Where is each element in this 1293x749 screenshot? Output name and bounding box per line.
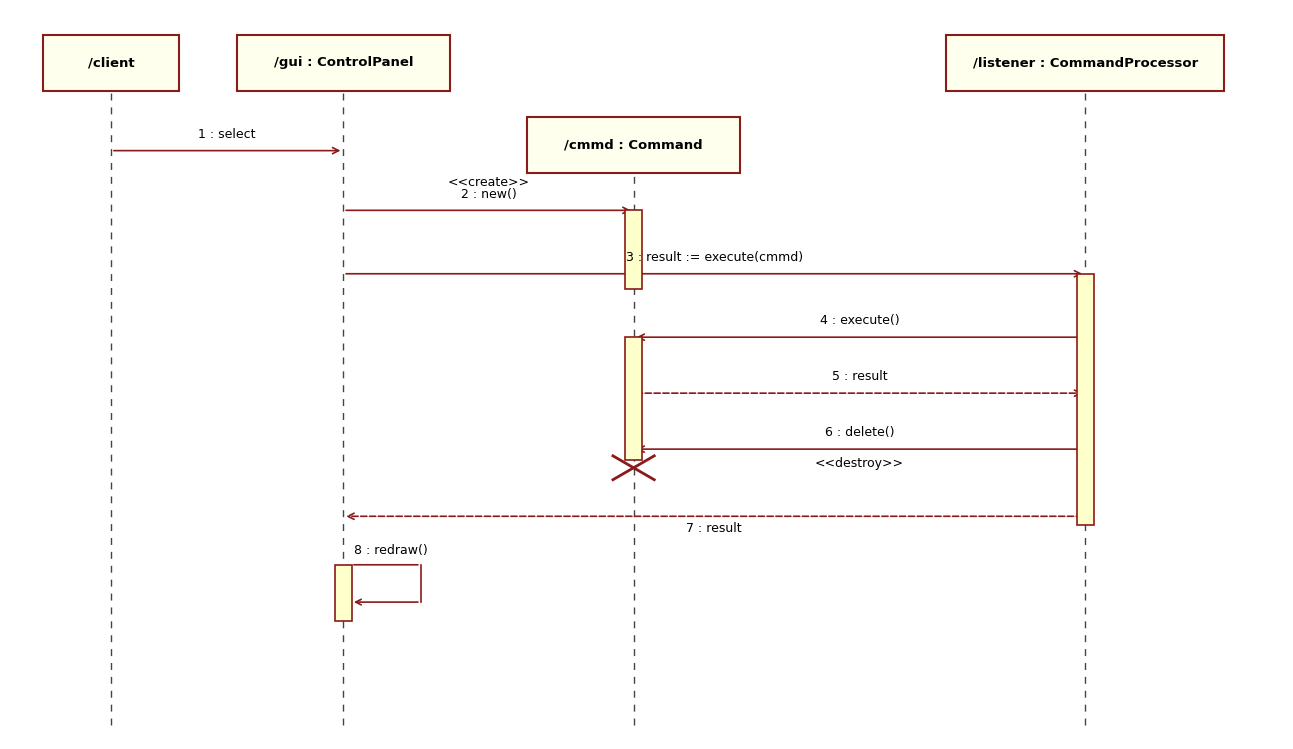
Bar <box>335 565 352 621</box>
Text: 1 : select: 1 : select <box>198 128 256 141</box>
Text: 3 : result := execute(cmmd): 3 : result := execute(cmmd) <box>626 251 803 264</box>
Text: 5 : result: 5 : result <box>831 371 887 383</box>
Text: 8 : redraw(): 8 : redraw() <box>353 545 428 557</box>
Bar <box>1077 274 1094 525</box>
Text: /client: /client <box>88 56 134 70</box>
Bar <box>626 210 643 288</box>
Bar <box>626 337 643 461</box>
Bar <box>528 117 740 173</box>
Text: 7 : result: 7 : result <box>687 522 742 536</box>
Text: /gui : ControlPanel: /gui : ControlPanel <box>274 56 412 70</box>
Text: 6 : delete(): 6 : delete() <box>825 426 895 440</box>
Bar <box>946 35 1224 91</box>
Text: /listener : CommandProcessor: /listener : CommandProcessor <box>972 56 1197 70</box>
Bar <box>237 35 450 91</box>
Text: <<create>>: <<create>> <box>447 176 529 189</box>
Text: /cmmd : Command: /cmmd : Command <box>564 139 703 151</box>
Text: <<destroy>>: <<destroy>> <box>815 457 904 470</box>
Text: 2 : new(): 2 : new() <box>460 188 516 201</box>
Bar <box>44 35 178 91</box>
Text: 4 : execute(): 4 : execute() <box>820 315 899 327</box>
